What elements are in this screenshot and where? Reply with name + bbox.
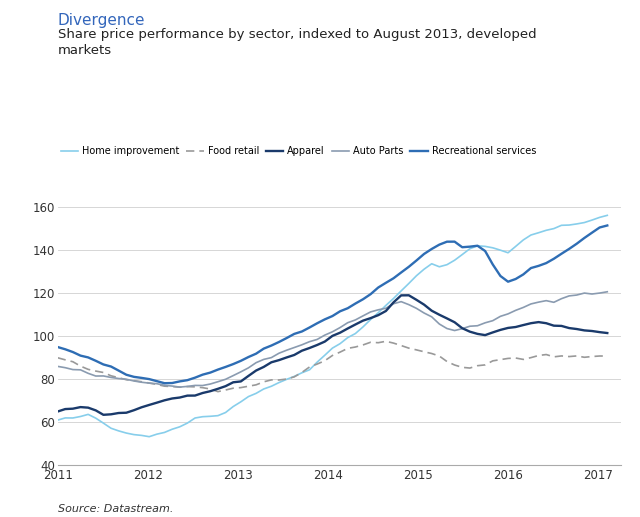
Text: Divergence: Divergence [58, 13, 145, 28]
Legend: Home improvement, Food retail, Apparel, Auto Parts, Recreational services: Home improvement, Food retail, Apparel, … [57, 142, 540, 160]
Text: Source: Datastream.: Source: Datastream. [58, 505, 173, 514]
Text: Share price performance by sector, indexed to August 2013, developed
markets: Share price performance by sector, index… [58, 28, 536, 57]
